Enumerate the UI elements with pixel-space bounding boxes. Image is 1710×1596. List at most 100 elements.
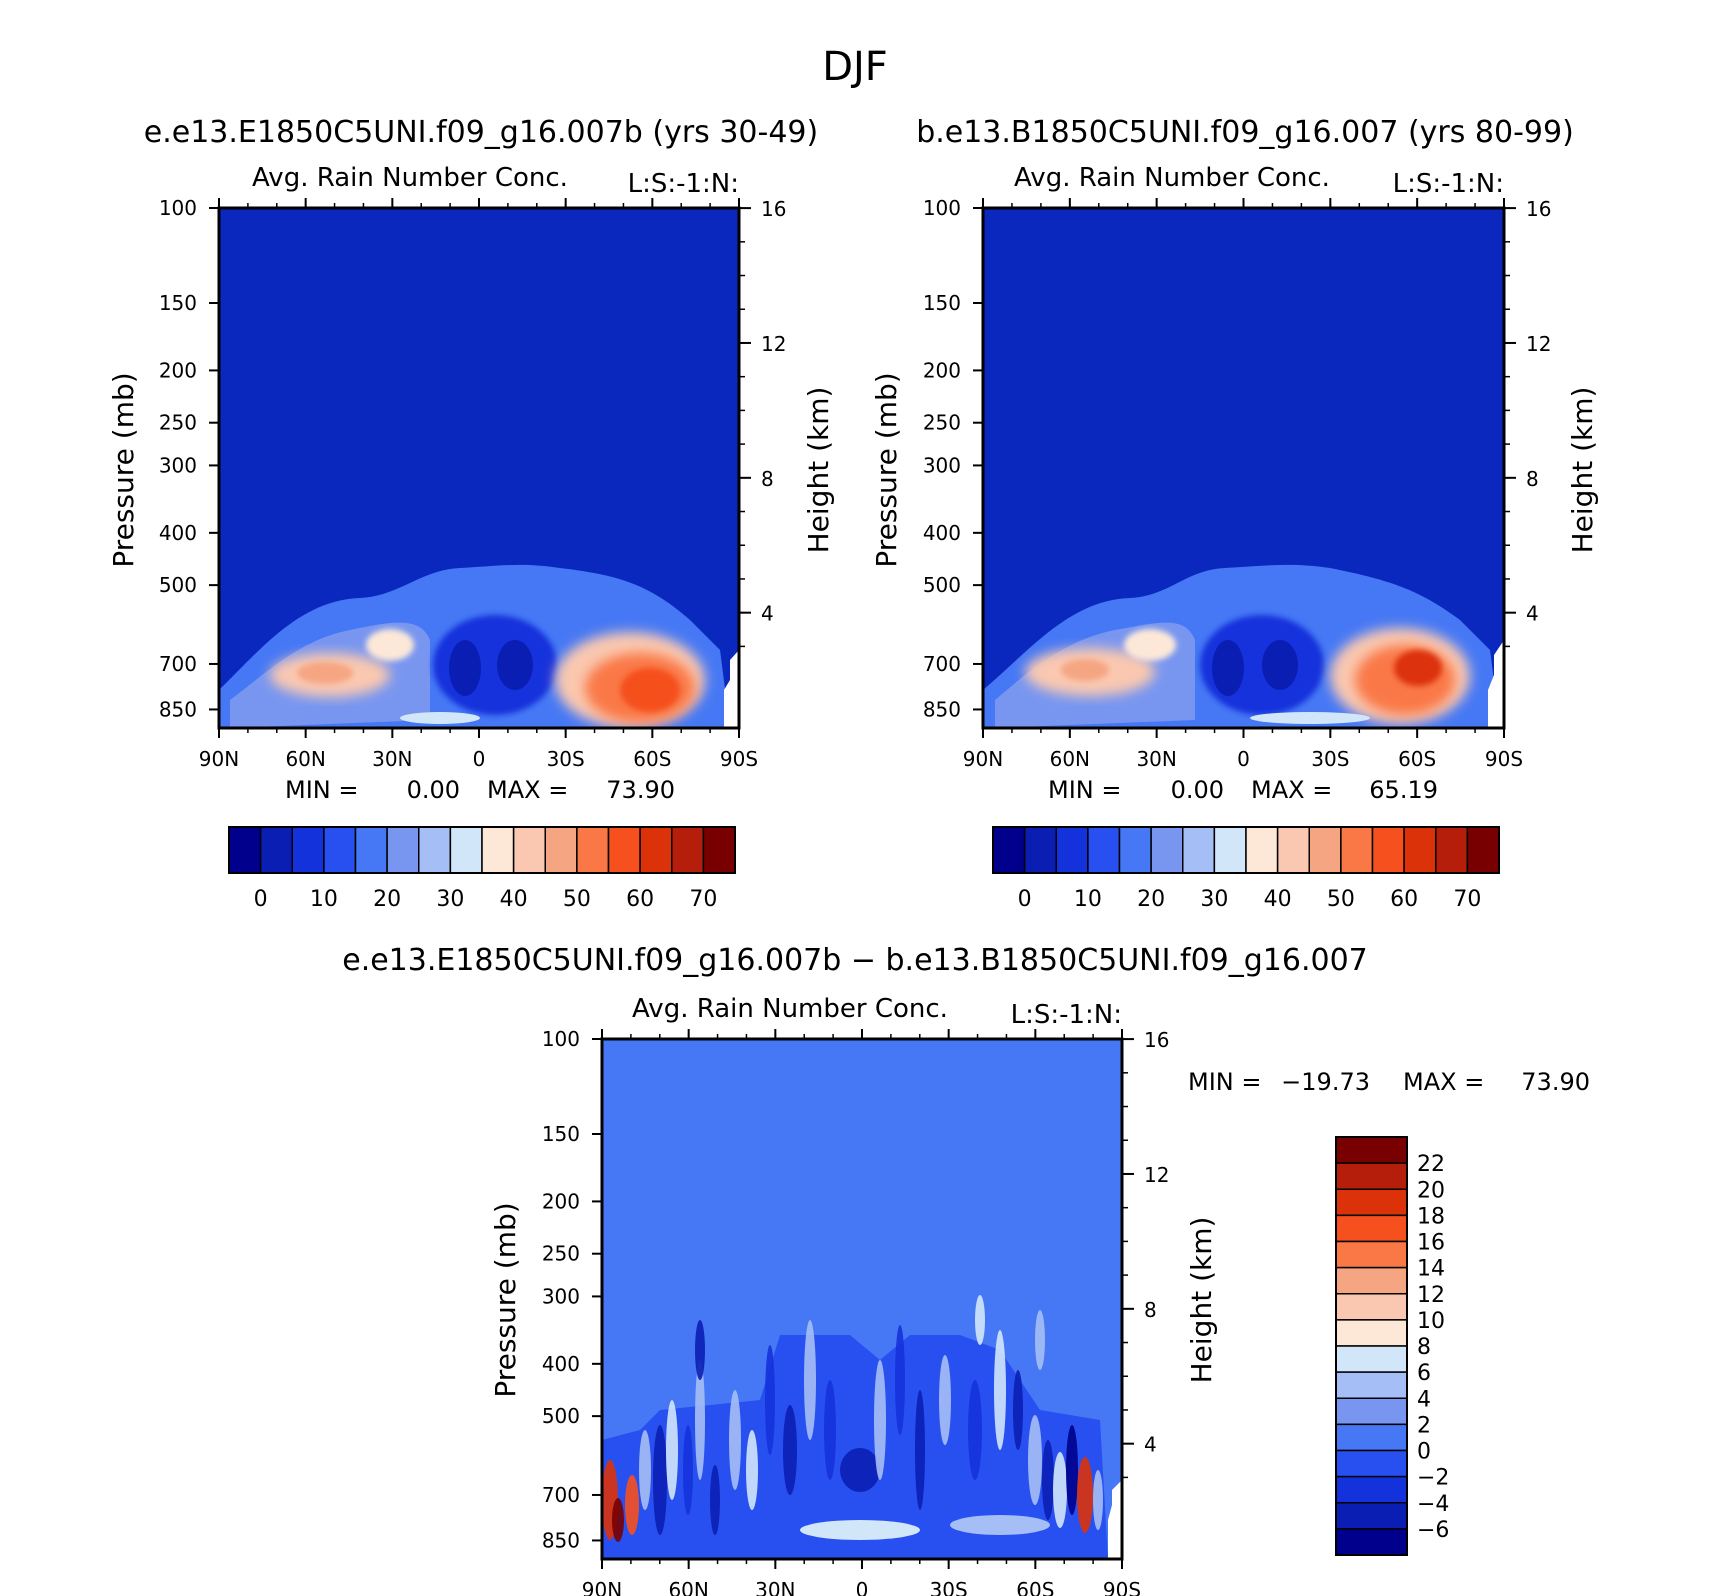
anomaly-streak (695, 1360, 705, 1480)
y-tick-label: 500 (542, 1404, 580, 1428)
panel-diff-streaks (602, 1295, 1103, 1542)
anomaly-streak (975, 1295, 985, 1345)
x-tick-label: 30S (1311, 747, 1349, 771)
anomaly-streak (625, 1475, 639, 1535)
x-tick-label: 60S (1016, 1578, 1054, 1596)
colorbar-box (544, 826, 578, 874)
y-tick-label: 500 (159, 573, 197, 597)
colorbar-box (1150, 826, 1184, 874)
colorbar-label: 20 (1417, 1178, 1445, 1203)
anomaly-streak (895, 1325, 905, 1435)
panel-b-dry-core-1 (1212, 640, 1244, 696)
y2-tick-label: 12 (1144, 1163, 1169, 1187)
y2-tick-label: 4 (1144, 1433, 1157, 1457)
panel-b-lobe-south-core (1394, 650, 1442, 686)
panel-b-lobe-north2 (1124, 629, 1176, 661)
x-tick-label: 60S (633, 747, 671, 771)
x-tick-label: 0 (1237, 747, 1250, 771)
colorbar-label: 16 (1417, 1231, 1445, 1256)
y-tick-label: 300 (542, 1284, 580, 1308)
anomaly-streak (1028, 1415, 1042, 1505)
y-tick-label: 250 (159, 411, 197, 435)
y-tick-label: 200 (923, 358, 961, 382)
y-tick-label: 700 (159, 652, 197, 676)
colorbar-label: 10 (1074, 887, 1102, 912)
panel-diff-field (602, 1039, 1122, 1559)
colorbar-box (1335, 1214, 1408, 1243)
diff-title: e.e13.E1850C5UNI.f09_g16.007b − b.e13.B1… (342, 943, 1368, 978)
colorbar-frame (992, 826, 1500, 874)
panel-b-title: Avg. Rain Number Conc. (1014, 163, 1330, 193)
anomaly-streak (683, 1425, 693, 1515)
colorbar-label: 14 (1417, 1257, 1445, 1282)
panel-a-lobe-south-core (620, 668, 680, 712)
case-a-title: e.e13.E1850C5UNI.f09_g16.007b (yrs 30-49… (144, 115, 818, 150)
colorbar-label: 20 (373, 887, 401, 912)
colorbar-label: 70 (1453, 887, 1481, 912)
colorbar-box (1371, 826, 1405, 874)
colorbar-label: −2 (1417, 1466, 1449, 1491)
anomaly-streak (710, 1465, 720, 1535)
colorbar-label: 4 (1417, 1387, 1431, 1412)
colorbar-label: 10 (310, 887, 338, 912)
y2-tick-label: 8 (1526, 467, 1539, 491)
colorbar-label: 18 (1417, 1204, 1445, 1229)
y2-tick-label: 16 (1144, 1028, 1169, 1052)
panel-b-dry-core-2 (1262, 640, 1298, 690)
colorbar-box (1335, 1162, 1408, 1190)
panel-diff-title: Avg. Rain Number Conc. (632, 994, 948, 1024)
y2-tick-label: 16 (761, 197, 786, 221)
colorbar-label: 50 (563, 887, 591, 912)
y-tick-label: 250 (923, 411, 961, 435)
colorbar-box (576, 826, 610, 874)
panel-b: 90N 60N 30N 0 30S 60S 90S100150200250300400500… (870, 163, 1599, 912)
panel-diff-min-label: MIN = (1188, 1068, 1261, 1096)
x-tick-label: 90S (1103, 1578, 1141, 1596)
colorbar-box (639, 826, 673, 874)
y2-tick-label: 8 (1144, 1298, 1157, 1322)
panel-a-title: Avg. Rain Number Conc. (252, 163, 568, 193)
colorbar-label: 30 (1200, 887, 1228, 912)
anomaly-streak (994, 1330, 1006, 1450)
anomaly-streak (765, 1345, 775, 1455)
colorbar-label: 60 (626, 887, 654, 912)
colorbar-label: 22 (1417, 1152, 1445, 1177)
anomaly-band (950, 1515, 1050, 1535)
anomaly-streak (666, 1400, 678, 1500)
x-tick-label: 90S (720, 747, 758, 771)
colorbar-box (1335, 1449, 1408, 1478)
panel-a-dry-core-2 (497, 640, 533, 690)
panel-a-dry-core-1 (449, 640, 481, 696)
colorbar-box (1335, 1397, 1408, 1426)
colorbar-box (1308, 826, 1342, 874)
panel-b-subtitle: L:S:-1:N: (1393, 169, 1504, 199)
panel-diff-lower-region (602, 1335, 1108, 1559)
panel-a-field (219, 208, 739, 728)
x-tick-label: 90N (199, 747, 239, 771)
anomaly-streak (874, 1360, 886, 1480)
colorbar-box (1403, 826, 1437, 874)
colorbar-label: 40 (1264, 887, 1292, 912)
colorbar-box (1055, 826, 1089, 874)
y-tick-label: 200 (159, 358, 197, 382)
colorbar-box (1118, 826, 1152, 874)
y-tick-label: 700 (923, 652, 961, 676)
colorbar-box (354, 826, 388, 874)
colorbar-box (702, 826, 736, 874)
anomaly-streak (783, 1405, 797, 1495)
colorbar-box (323, 826, 357, 874)
colorbar-box (418, 826, 452, 874)
colorbar-box (1335, 1528, 1408, 1556)
colorbar-box (1335, 1319, 1408, 1347)
anomaly-streak (612, 1498, 624, 1542)
colorbar-box (386, 826, 420, 874)
colorbar-box (1245, 826, 1279, 874)
y2-tick-label: 4 (761, 602, 774, 626)
colorbar-box (1335, 1371, 1408, 1399)
panel-a-axes: 90N 60N 30N 0 30S 60S 90S 100 150 200 250 300 400 500… (159, 196, 787, 771)
anomaly-streak (746, 1430, 758, 1510)
y2-tick-label: 4 (1526, 602, 1539, 626)
x-tick-label: 30N (1136, 747, 1176, 771)
